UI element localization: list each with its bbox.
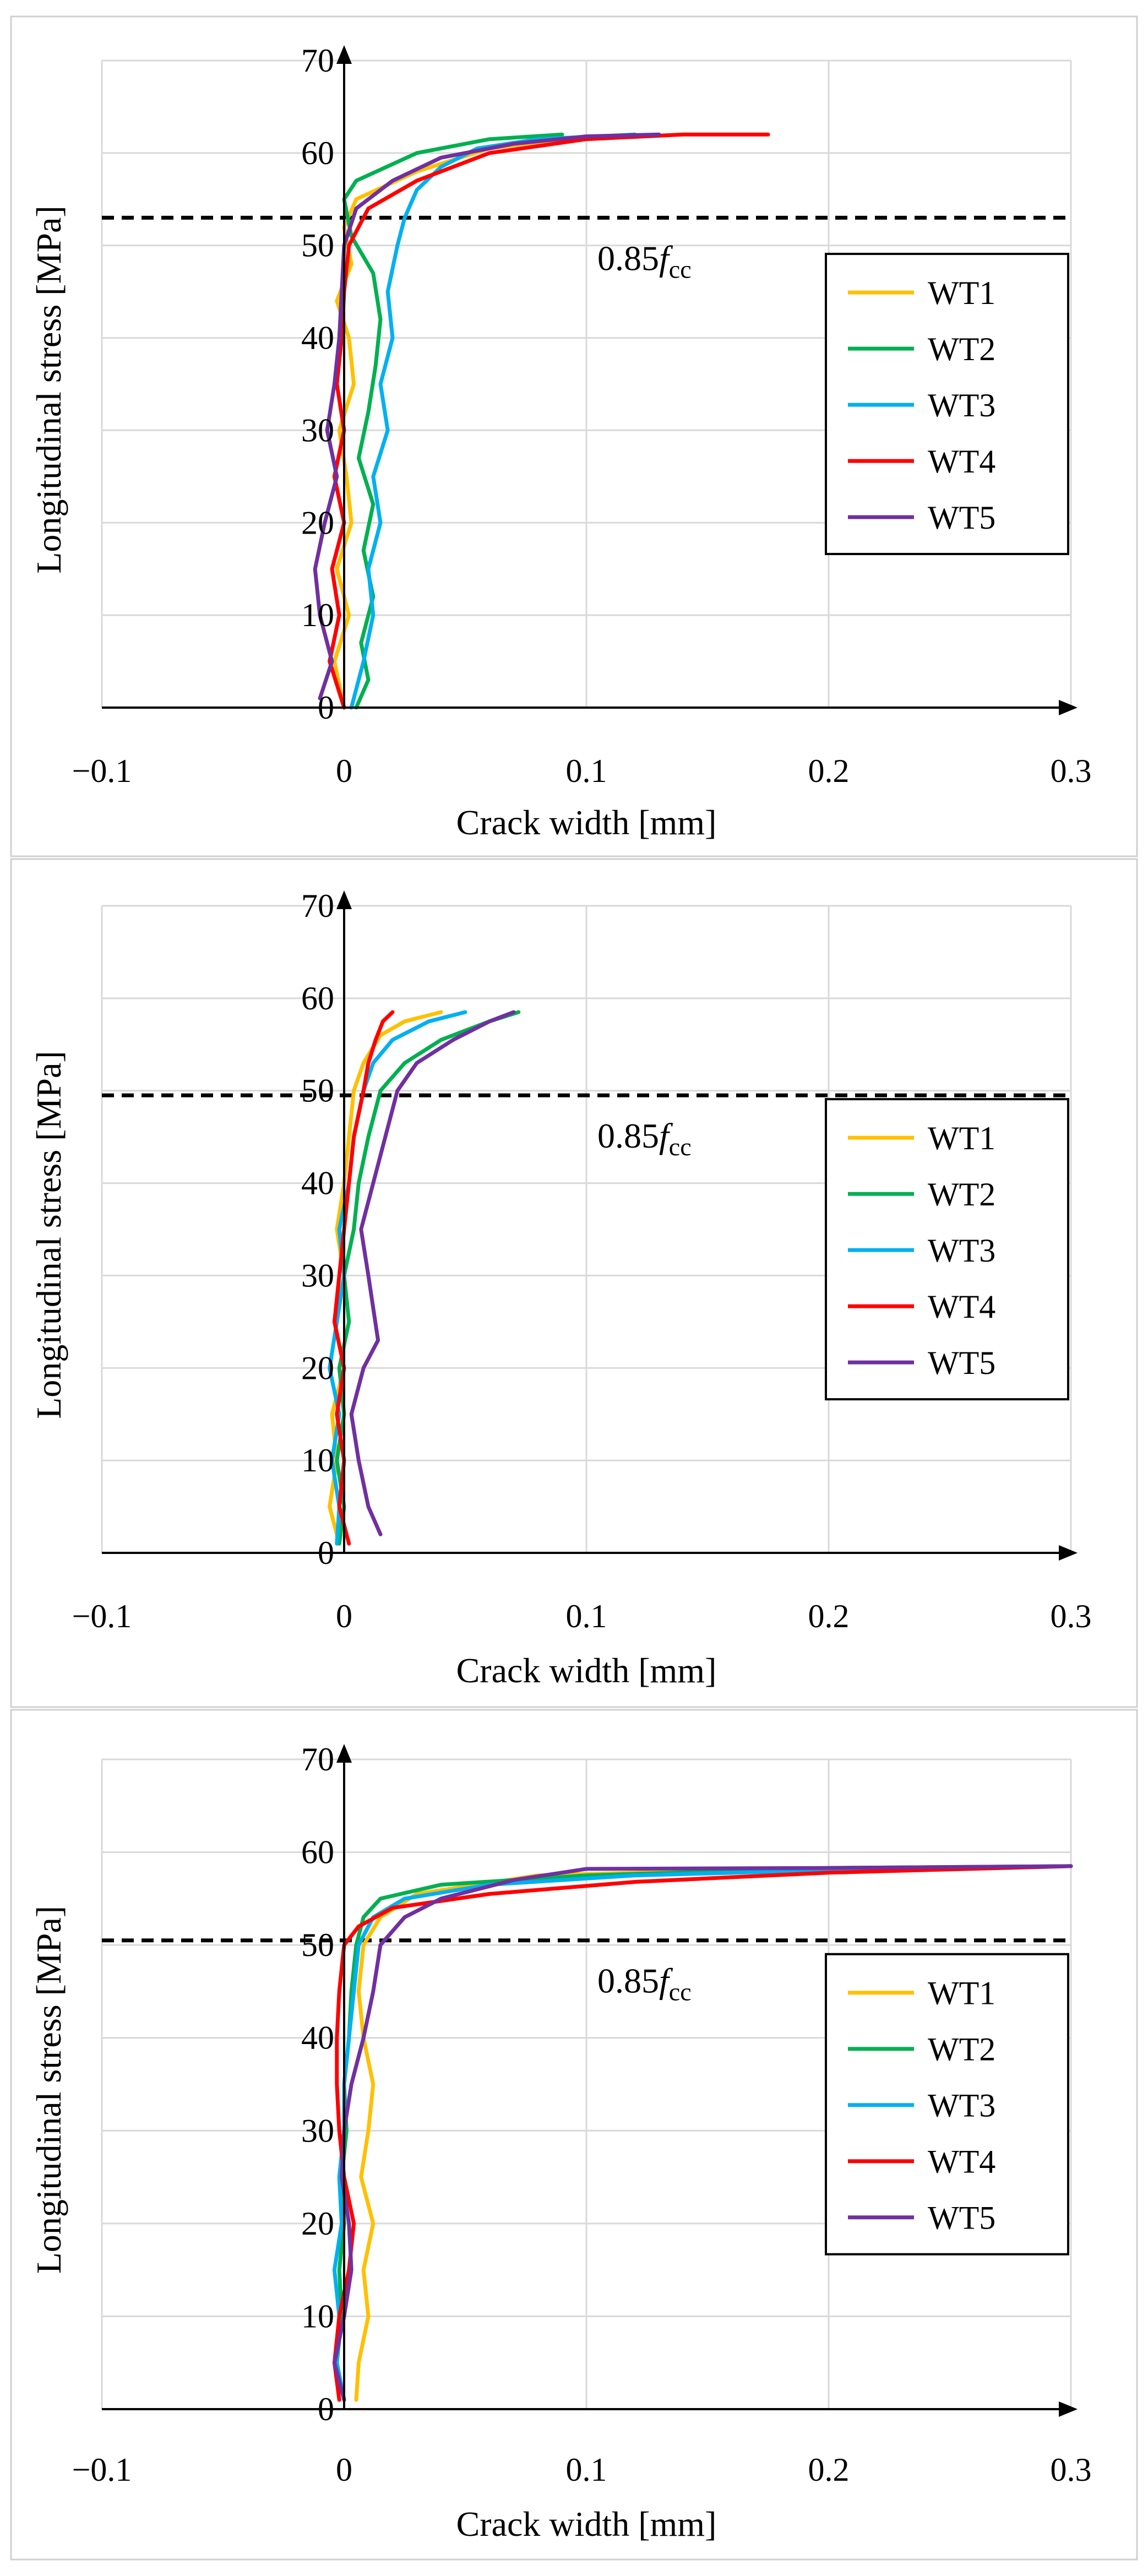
y-tick-label: 40 — [301, 2020, 334, 2056]
legend-label-wt5: WT5 — [928, 1345, 995, 1381]
y-tick-label: 20 — [301, 504, 334, 541]
y-tick-label: 70 — [301, 888, 334, 924]
legend-label-wt2: WT2 — [928, 331, 995, 367]
series-line-wt5 — [332, 1864, 1073, 2402]
y-tick-label: 10 — [301, 2298, 334, 2334]
y-tick-label: 50 — [301, 227, 334, 264]
reference-line-label: 0.85fcc — [597, 1961, 692, 2006]
x-tick-label: 0.2 — [808, 1598, 850, 1634]
y-tick-label: 60 — [301, 980, 334, 1017]
x-tick-label: 0.3 — [1051, 753, 1092, 789]
x-axis-title: Crack width [mm] — [456, 1651, 717, 1690]
legend-label-wt5: WT5 — [928, 499, 995, 536]
y-axis-title: Longitudinal stress [MPa] — [29, 1051, 68, 1419]
series-line-wt4 — [328, 132, 770, 710]
y-tick-label: 30 — [301, 2112, 334, 2149]
legend: WT1 WT2 WT3 WT4 WT5 — [825, 1953, 1069, 2256]
y-tick-label: 0 — [318, 2391, 334, 2427]
y-tick-label: 40 — [301, 320, 334, 356]
x-tick-label: 0 — [336, 753, 352, 789]
series-line-wt3 — [349, 132, 637, 710]
x-tick-label: 0.1 — [566, 753, 607, 789]
legend-label-wt3: WT3 — [928, 387, 995, 423]
ref-label-sub: cc — [669, 255, 692, 283]
legend-label-wt5: WT5 — [928, 2200, 995, 2236]
x-axis-arrowhead — [1059, 700, 1078, 715]
ref-label-coef: 0.85 — [597, 1961, 659, 2001]
y-tick-label: 0 — [318, 1535, 334, 1571]
y-tick-label: 0 — [318, 689, 334, 726]
y-tick-label: 70 — [301, 1741, 334, 1778]
legend-label-wt1: WT1 — [928, 275, 995, 311]
legend-label-wt4: WT4 — [928, 1289, 995, 1325]
legend-label-wt4: WT4 — [928, 443, 995, 480]
reference-line-label: 0.85fcc — [597, 1116, 692, 1161]
legend: WT1 WT2 WT3 WT4 WT5 — [825, 1098, 1069, 1401]
x-tick-label: 0.2 — [808, 753, 850, 789]
legend-label-wt2: WT2 — [928, 1176, 995, 1213]
x-tick-label: −0.1 — [72, 753, 132, 789]
series-line-wt4 — [332, 1864, 1073, 2402]
legend-label-wt3: WT3 — [928, 1232, 995, 1269]
y-axis-arrowhead — [336, 1744, 352, 1763]
y-tick-label: 10 — [301, 1442, 334, 1479]
x-axis-arrowhead — [1059, 1545, 1078, 1561]
y-tick-label: 20 — [301, 2205, 334, 2242]
ref-label-coef: 0.85 — [597, 238, 659, 278]
legend-label-wt2: WT2 — [928, 2031, 995, 2068]
series-line-wt3 — [332, 1864, 1073, 2402]
x-tick-label: 0.3 — [1051, 1598, 1092, 1634]
ref-label-coef: 0.85 — [597, 1116, 659, 1155]
ref-label-sub: cc — [669, 1133, 692, 1161]
y-axis-title: Longitudinal stress [MPa] — [29, 205, 68, 573]
y-axis-title: Longitudinal stress [MPa] — [29, 1906, 68, 2274]
x-tick-label: 0.1 — [566, 1598, 607, 1634]
series-line-wt2 — [335, 1010, 521, 1546]
legend-label-wt1: WT1 — [928, 1975, 995, 2012]
y-tick-label: 50 — [301, 1073, 334, 1109]
series-line-wt2 — [342, 132, 564, 710]
x-tick-label: 0.3 — [1051, 2452, 1092, 2488]
legend: WT1 WT2 WT3 WT4 WT5 — [825, 253, 1069, 556]
x-axis-title: Crack width [mm] — [456, 2504, 717, 2544]
legend-label-wt1: WT1 — [928, 1120, 995, 1156]
x-tick-label: −0.1 — [72, 2452, 132, 2488]
y-tick-label: 10 — [301, 597, 334, 633]
series-line-wt1 — [332, 132, 637, 710]
y-axis-arrowhead — [336, 890, 352, 909]
x-tick-label: 0 — [336, 2452, 352, 2488]
series-line-wt3 — [328, 1010, 467, 1546]
x-axis-arrowhead — [1059, 2401, 1078, 2417]
y-axis-arrowhead — [336, 45, 352, 64]
chart-panel-2: 0.85fcc 0 10 20 30 40 50 60 70 −0.1 0 0.1 0.2 0.3 Crac… — [10, 858, 1138, 1708]
series-line-wt5 — [349, 1010, 516, 1536]
y-tick-label: 20 — [301, 1350, 334, 1386]
legend-label-wt3: WT3 — [928, 2088, 995, 2124]
series-line-wt5 — [313, 132, 661, 700]
legend-label-wt4: WT4 — [928, 2144, 995, 2180]
y-tick-label: 30 — [301, 1257, 334, 1294]
x-tick-label: 0.1 — [566, 2452, 607, 2488]
x-tick-label: −0.1 — [72, 1598, 132, 1634]
ref-label-sub: cc — [669, 1978, 692, 2006]
x-tick-label: 0 — [336, 1598, 352, 1634]
y-tick-label: 60 — [301, 135, 334, 171]
x-tick-label: 0.2 — [808, 2452, 850, 2488]
y-tick-label: 40 — [301, 1165, 334, 1202]
y-tick-label: 70 — [301, 42, 334, 79]
chart-panel-3: 0.85fcc 0 10 20 30 40 50 60 70 −0.1 0 0.1 0.2 0.3 Crac… — [10, 1709, 1138, 2561]
y-tick-label: 60 — [301, 1834, 334, 1871]
y-tick-label: 30 — [301, 412, 334, 448]
y-tick-label: 50 — [301, 1927, 334, 1963]
x-axis-title: Crack width [mm] — [456, 803, 717, 842]
